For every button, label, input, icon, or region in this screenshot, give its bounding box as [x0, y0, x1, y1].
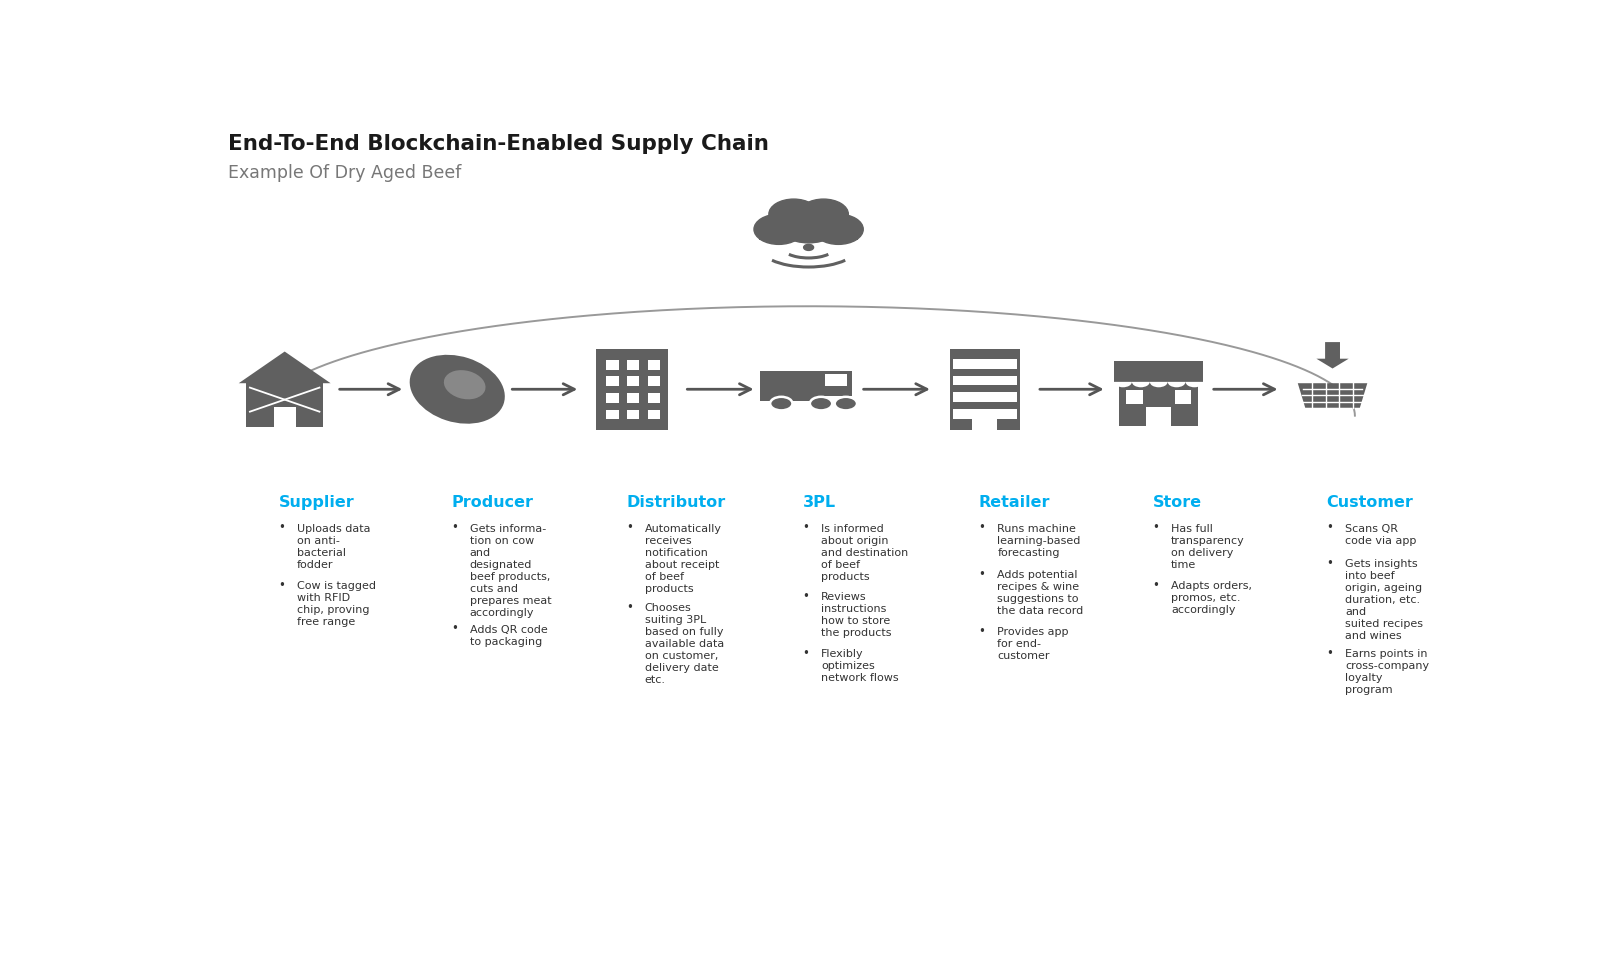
Bar — [953, 375, 1017, 385]
Text: Adapts orders,
promos, etc.
accordingly: Adapts orders, promos, etc. accordingly — [1171, 581, 1253, 614]
Text: •: • — [452, 521, 458, 534]
Text: Scans QR
code via app: Scans QR code via app — [1346, 523, 1416, 546]
Text: Adds potential
recipes & wine
suggestions to
the data record: Adds potential recipes & wine suggestion… — [998, 570, 1083, 616]
Bar — [596, 349, 668, 430]
Bar — [626, 376, 639, 386]
Circle shape — [771, 397, 793, 411]
Bar — [647, 393, 660, 403]
Text: Chooses
suiting 3PL
based on fully
available data
on customer,
delivery date
etc: Chooses suiting 3PL based on fully avail… — [644, 603, 724, 685]
Bar — [606, 410, 618, 419]
Wedge shape — [1133, 382, 1150, 387]
Circle shape — [777, 204, 841, 243]
Text: •: • — [1152, 578, 1160, 592]
Bar — [626, 410, 639, 419]
Bar — [247, 383, 324, 427]
Wedge shape — [1113, 382, 1133, 387]
FancyArrow shape — [1317, 342, 1349, 368]
Text: 3PL: 3PL — [803, 495, 836, 510]
Circle shape — [755, 215, 804, 244]
Text: Automatically
receives
notification
about receipt
of beef
products: Automatically receives notification abou… — [644, 523, 723, 594]
Circle shape — [799, 199, 849, 229]
Bar — [825, 374, 846, 386]
Text: Retailer: Retailer — [979, 495, 1051, 510]
Text: •: • — [803, 521, 809, 534]
Text: Flexibly
optimizes
network flows: Flexibly optimizes network flows — [820, 649, 899, 683]
Text: Gets insights
into beef
origin, ageing
duration, etc.
and
suited recipes
and win: Gets insights into beef origin, ageing d… — [1346, 559, 1423, 641]
Bar — [647, 376, 660, 386]
Text: Earns points in
cross-company
loyalty
program: Earns points in cross-company loyalty pr… — [1346, 649, 1429, 695]
Bar — [1113, 361, 1203, 382]
Text: Gets informa-
tion on cow
and
designated
beef products,
cuts and
prepares meat
a: Gets informa- tion on cow and designated… — [469, 523, 551, 617]
Bar — [972, 415, 998, 430]
Bar — [761, 370, 820, 401]
Polygon shape — [239, 352, 330, 383]
Text: Uploads data
on anti-
bacterial
fodder: Uploads data on anti- bacterial fodder — [296, 523, 370, 569]
Text: •: • — [626, 601, 633, 613]
Bar — [647, 410, 660, 419]
Circle shape — [814, 215, 863, 244]
Text: Producer: Producer — [452, 495, 533, 510]
Circle shape — [811, 397, 831, 411]
Bar — [274, 408, 296, 427]
Wedge shape — [1185, 382, 1203, 387]
Text: Reviews
instructions
how to store
the products: Reviews instructions how to store the pr… — [820, 592, 892, 638]
Text: Has full
transparency
on delivery
time: Has full transparency on delivery time — [1171, 523, 1245, 569]
Text: •: • — [1152, 521, 1160, 534]
Bar — [606, 360, 618, 369]
Text: Provides app
for end-
customer: Provides app for end- customer — [998, 627, 1069, 662]
Text: •: • — [979, 625, 985, 638]
Text: •: • — [279, 578, 285, 592]
Bar — [950, 349, 1019, 430]
Text: •: • — [803, 590, 809, 603]
Circle shape — [769, 199, 819, 229]
Text: Is informed
about origin
and destination
of beef
products: Is informed about origin and destination… — [820, 523, 908, 581]
Bar — [626, 360, 639, 369]
Polygon shape — [1298, 383, 1368, 408]
Text: •: • — [1326, 557, 1333, 569]
Bar — [953, 359, 1017, 368]
Bar — [1147, 407, 1171, 426]
Bar — [1174, 390, 1190, 404]
Bar — [953, 409, 1017, 418]
Bar — [647, 360, 660, 369]
Text: •: • — [626, 521, 633, 534]
Text: Adds QR code
to packaging: Adds QR code to packaging — [469, 624, 548, 647]
Text: End-To-End Blockchain-Enabled Supply Chain: End-To-End Blockchain-Enabled Supply Cha… — [227, 134, 769, 154]
Bar — [626, 393, 639, 403]
Text: Supplier: Supplier — [279, 495, 354, 510]
Bar — [759, 221, 859, 240]
Bar — [953, 392, 1017, 402]
Circle shape — [804, 244, 814, 251]
Text: Store: Store — [1152, 495, 1202, 510]
Bar — [1118, 382, 1198, 426]
Text: •: • — [279, 521, 285, 534]
Wedge shape — [1150, 382, 1168, 387]
Ellipse shape — [444, 370, 485, 399]
Ellipse shape — [410, 355, 505, 423]
Text: Runs machine
learning-based
forecasting: Runs machine learning-based forecasting — [998, 523, 1081, 558]
Wedge shape — [1168, 382, 1185, 387]
Text: •: • — [1326, 521, 1333, 534]
Text: •: • — [452, 622, 458, 635]
Circle shape — [835, 397, 857, 411]
Text: Cow is tagged
with RFID
chip, proving
free range: Cow is tagged with RFID chip, proving fr… — [296, 581, 376, 627]
Bar — [1126, 390, 1142, 404]
Text: Example Of Dry Aged Beef: Example Of Dry Aged Beef — [227, 165, 461, 182]
Text: •: • — [979, 567, 985, 581]
Bar — [820, 370, 852, 396]
Text: Distributor: Distributor — [626, 495, 726, 510]
Bar — [606, 393, 618, 403]
Text: •: • — [1326, 647, 1333, 660]
Text: •: • — [803, 647, 809, 660]
Bar — [606, 376, 618, 386]
Text: •: • — [979, 521, 985, 534]
Text: Customer: Customer — [1326, 495, 1413, 510]
